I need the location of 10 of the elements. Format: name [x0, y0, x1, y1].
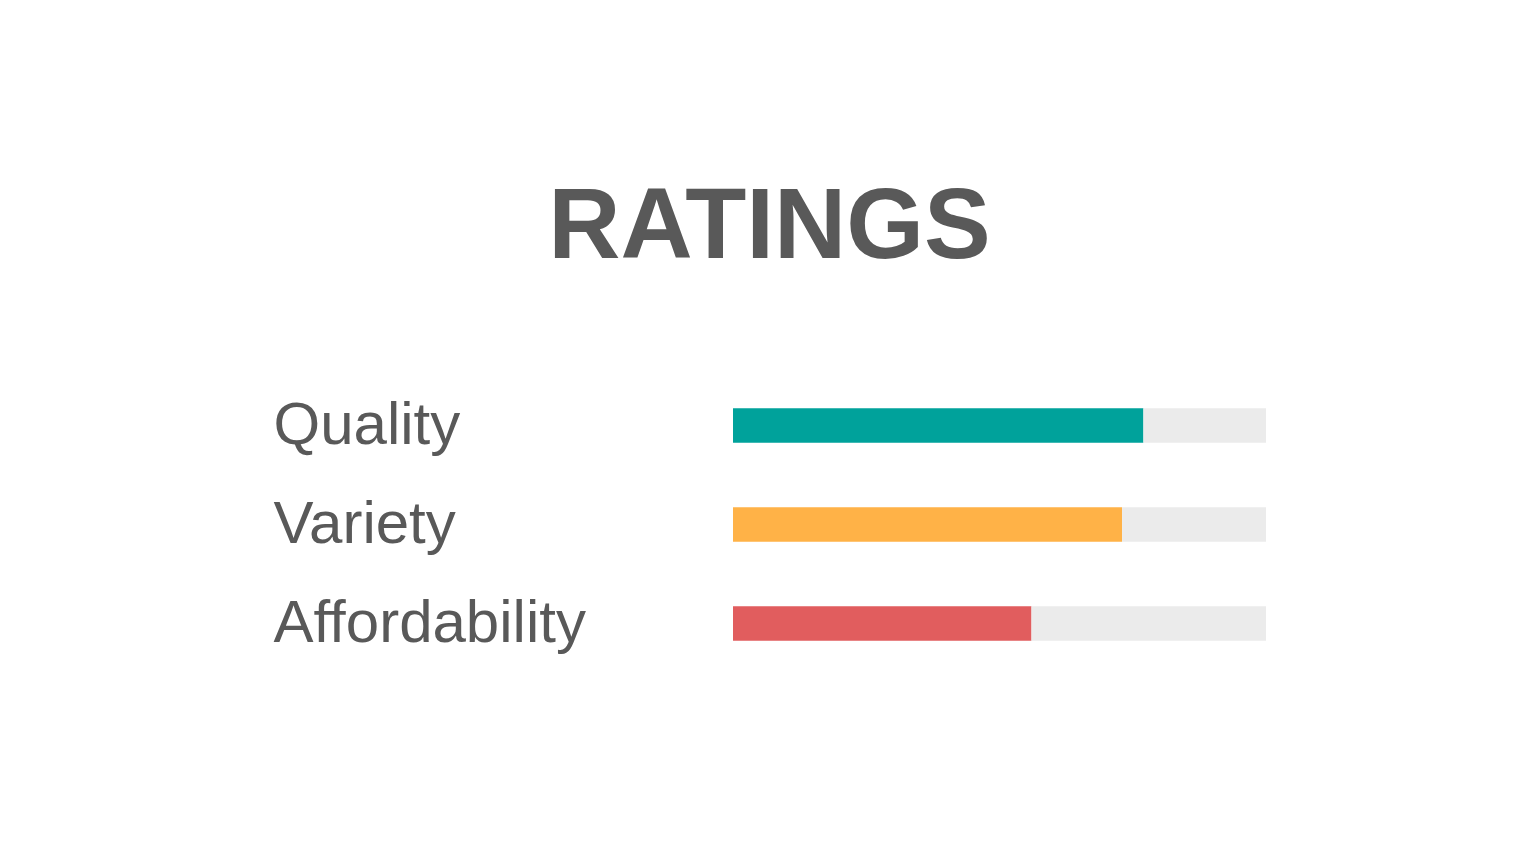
bar — [1143, 408, 1266, 443]
chart-title: RATINGS — [548, 167, 991, 279]
bar — [1122, 507, 1266, 542]
bar — [733, 408, 1144, 443]
bar — [733, 507, 1123, 542]
bar — [1031, 606, 1266, 641]
y-tick-label: Affordability — [273, 587, 586, 655]
bar — [733, 606, 1032, 641]
y-tick-label: Quality — [273, 389, 461, 457]
y-tick-label: Variety — [273, 488, 456, 556]
